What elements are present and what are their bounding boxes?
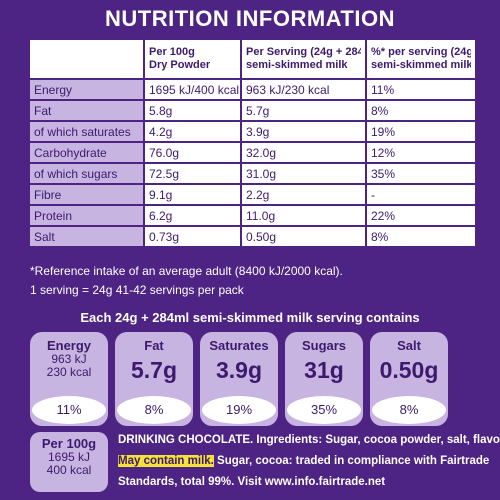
header-line: %* per serving (24g + [371,46,471,58]
cell: 11% [365,78,477,101]
tile-value: 0.50g [379,357,439,383]
row-label: of which sugars [28,162,145,185]
cell: 963 kJ/230 kcal [240,78,367,101]
per100g-tile: Per 100g 1695 kJ 400 kcal [30,432,108,492]
cell: 1695 kJ/400 kcal [143,78,242,101]
header-line: Per Serving (24g + 284ml [246,46,361,58]
cell: 11.0g [240,204,367,227]
row-label: Salt [28,225,145,248]
cell: - [365,183,477,206]
cell: 0.73g [143,225,242,248]
guideline-heading: Each 24g + 284ml semi-skimmed milk servi… [80,310,420,325]
cell: 72.5g [143,162,242,185]
cell: 0.50g [240,225,367,248]
tile-value: 31g [304,357,344,383]
cell: 32.0g [240,141,367,164]
cell: 9.1g [143,183,242,206]
tile-label: Fat [144,338,164,353]
tile-percent: 8% [117,396,191,424]
tile-label: Per 100g [41,436,97,451]
tile-value: 230 kcal [46,365,92,379]
tile-value: 3.9g [215,357,263,383]
table-row: of which saturates 4.2g 3.9g 19% [28,120,477,143]
tile-value: 5.7g [130,357,178,383]
cell: 76.0g [143,141,242,164]
cell: 12% [365,141,477,164]
tile-value: 963 kJ [51,352,87,366]
tile-percent: 19% [202,396,276,424]
tile-label: Energy [46,338,92,353]
note: *Reference intake of an average adult (8… [30,264,343,278]
table-row: Carbohydrate 76.0g 32.0g 12% [28,141,477,164]
cell: 8% [365,99,477,122]
table-row: Fat 5.8g 5.7g 8% [28,99,477,122]
row-label: Carbohydrate [28,141,145,164]
title: NUTRITION INFORMATION [105,6,395,31]
ingredients: Standards, total 99%. Visit www.info.fai… [118,476,386,488]
header-line: semi-skimmed milk [371,59,471,71]
ingredients: Sugar, cocoa: traded in compliance with … [213,455,490,467]
tile-label: Sugars [301,338,347,353]
cell: 5.8g [143,99,242,122]
cell: 3.9g [240,120,367,143]
tile: Saturates 3.9g 19% [200,332,278,426]
header-line: Per 100g [149,46,195,58]
cell: 19% [365,120,477,143]
energy-tile: Energy 963 kJ 230 kcal 11% [30,332,108,426]
tile-percent: 8% [372,396,446,424]
cell: 35% [365,162,477,185]
cell: 31.0g [240,162,367,185]
ingredients: DRINKING CHOCOLATE. Ingredients: Sugar, … [118,434,500,446]
tile: Sugars 31g 35% [285,332,363,426]
row-label: of which saturates [28,120,145,143]
row-label: Energy [28,78,145,101]
cell: 5.7g [240,99,367,122]
tile-value: 1695 kJ [47,450,91,464]
cell: 22% [365,204,477,227]
cell: 8% [365,225,477,248]
allergen: May contain milk. [118,455,214,467]
ingredients: May contain milk. Sugar, cocoa: traded i… [118,455,489,467]
tile-percent: 35% [287,396,361,424]
tile-label: Salt [397,338,421,353]
table-row: of which sugars 72.5g 31.0g 35% [28,162,477,185]
header-line: Dry Powder [149,59,211,71]
row-label: Fibre [28,183,145,206]
tile: Salt 0.50g 8% [370,332,448,426]
header-cell: %* per serving (24g +semi-skimmed milk [365,38,477,80]
cell: 6.2g [143,204,242,227]
table-row: Energy 1695 kJ/400 kcal 963 kJ/230 kcal 11% [28,78,477,101]
header-cell [28,38,145,80]
row-label: Fat [28,99,145,122]
header-line: semi-skimmed milk [246,59,348,71]
note: 1 serving = 24g 41-42 servings per pack [30,283,244,297]
tile: Fat 5.7g 8% [115,332,193,426]
header-cell: Per 100g Dry Powder [143,38,242,80]
tile-percent: 11% [32,396,106,424]
table-row: Protein 6.2g 11.0g 22% [28,204,477,227]
tile-value: 400 kcal [46,463,92,477]
table-row: Salt 0.73g 0.50g 8% [28,225,477,248]
cell: 4.2g [143,120,242,143]
table-row: Fibre 9.1g 2.2g - [28,183,477,206]
row-label: Protein [28,204,145,227]
tile-label: Saturates [209,338,269,353]
cell: 2.2g [240,183,367,206]
